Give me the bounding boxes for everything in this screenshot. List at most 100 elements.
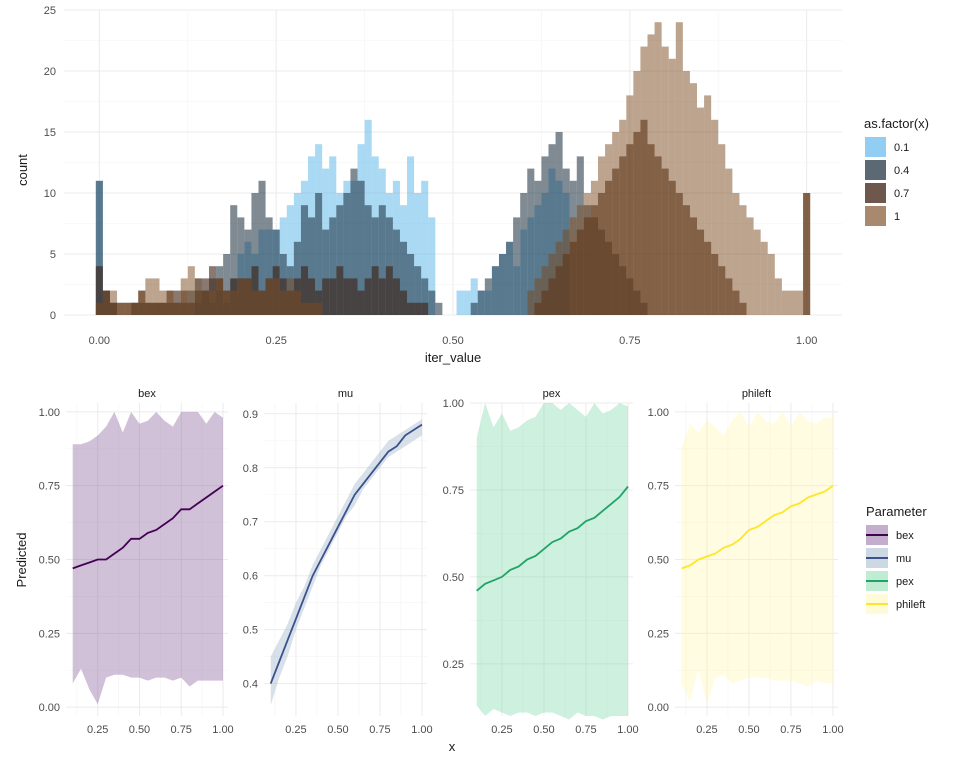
histogram-bar-x-0-1 — [470, 278, 478, 315]
line-phileft — [681, 484, 834, 570]
histogram-bar-x-0-4 — [506, 241, 514, 315]
histogram-bar-x-1 — [576, 205, 584, 315]
histogram-bar-x-1 — [803, 193, 811, 315]
facet-y-tick-label: 0.00 — [648, 702, 669, 714]
histogram-bar-x-1 — [237, 278, 245, 315]
facet-x-tick-label: 0.50 — [327, 724, 348, 736]
histogram-bar-x-1 — [675, 22, 683, 315]
facet-x-tick-label: 1.00 — [212, 724, 233, 736]
histogram-bar-x-0-4 — [329, 217, 337, 315]
histogram-bar-x-1 — [718, 144, 726, 315]
histogram-bar-x-1 — [590, 180, 598, 315]
histogram-bar-x-1 — [244, 278, 252, 315]
histogram-bar-x-1 — [216, 278, 224, 315]
histogram-bar-x-1 — [711, 119, 719, 315]
histogram-bar-x-1 — [293, 290, 301, 315]
histogram-legend-key — [865, 137, 886, 157]
histogram-bar-x-1 — [704, 95, 712, 316]
facet-x-tick-label: 0.25 — [491, 724, 512, 736]
histogram-y-tick-label: 10 — [44, 188, 56, 200]
histogram-legend-label: 0.1 — [894, 142, 909, 154]
line-mu — [269, 423, 423, 684]
facet-y-tick-label: 0.50 — [39, 555, 60, 567]
facet-y-tick-label: 0.7 — [243, 517, 258, 529]
histogram-bar-x-1 — [689, 83, 698, 315]
histogram-bar-x-1 — [697, 107, 705, 315]
facet-bex: bex 0.25 0.50 0.75 1.00 0.00 0.25 0.50 0.75 1.00 — [39, 388, 234, 736]
histogram-legend-title: as.factor(x) — [864, 116, 929, 131]
histogram-bar-x-1 — [251, 290, 259, 315]
parameter-legend-label: pex — [896, 576, 914, 588]
histogram-y-axis-title: count — [15, 154, 30, 186]
histogram-bar-x-1 — [187, 266, 195, 315]
histogram-bar-x-1 — [569, 217, 577, 315]
histogram-bar-x-1 — [583, 193, 591, 315]
histogram-bar-x-0-4 — [251, 193, 259, 315]
histogram-bar-x-0-4 — [428, 290, 436, 315]
parameter-legend-label: mu — [896, 553, 911, 565]
histogram-bar-x-1 — [626, 95, 634, 316]
histogram-bar-x-1 — [661, 46, 669, 315]
histogram-bar-x-1 — [597, 156, 606, 315]
histogram-bar-x-0-4 — [548, 144, 556, 315]
histogram-bar-x-1 — [124, 302, 132, 315]
facet-y-tick-label: 0.5 — [243, 625, 258, 637]
facet-mu: mu 0.25 0.50 0.75 1.00 0.4 0.5 0.6 0.7 0.8 0.9 — [243, 388, 433, 736]
histogram-bar-x-0-7 — [336, 266, 344, 315]
histogram-y-tick-label: 15 — [44, 127, 56, 139]
histogram-y-tick-labels: 0 5 10 15 20 25 — [44, 5, 56, 322]
histogram-bar-x-0-4 — [421, 278, 429, 315]
histogram-bar-x-1 — [138, 290, 146, 315]
histogram-bar-x-1 — [562, 229, 570, 315]
facet-pex: pex 0.25 0.50 0.75 1.00 0.25 0.50 0.75 1.00 — [443, 388, 639, 736]
histogram-bar-x-1 — [739, 205, 747, 315]
histogram-bar-x-0-4 — [520, 193, 528, 315]
histogram-x-tick-labels: 0.00 0.25 0.50 0.75 1.00 — [89, 335, 818, 347]
facet-y-tick-label: 0.50 — [443, 572, 464, 584]
histogram-bar-x-0-7 — [421, 302, 429, 315]
facet-x-tick-label: 0.50 — [129, 724, 150, 736]
facet-x-tick-label: 0.25 — [696, 724, 717, 736]
facet-x-tick-label: 1.00 — [822, 724, 843, 736]
histogram-bar-x-0-4 — [343, 193, 351, 315]
histogram-bar-x-1 — [732, 193, 740, 315]
histogram-bar-x-0-4 — [265, 217, 273, 315]
histogram-bar-x-0-4 — [407, 254, 415, 315]
histogram-bar-x-1 — [746, 217, 754, 315]
histogram-legend-label: 0.7 — [894, 188, 909, 200]
histogram-bar-x-1 — [534, 278, 542, 315]
facet-phileft: phileft 0.25 0.50 0.75 1.00 0.00 0.25 0.50 0.75 1… — [648, 388, 844, 736]
histogram-bar-x-1 — [668, 58, 676, 316]
facet-strip-label: bex — [138, 388, 156, 400]
histogram-bar-x-1 — [223, 290, 231, 315]
histogram-bar-x-1 — [201, 290, 209, 315]
histogram-bar-x-1 — [760, 241, 768, 315]
facet-y-tick-label: 0.8 — [243, 463, 258, 475]
histogram-bar-x-1 — [208, 290, 217, 315]
histogram-bar-x-0-4 — [322, 229, 330, 315]
histogram-bar-x-1 — [194, 278, 202, 315]
facet-y-axis-title: Predicted — [14, 533, 29, 588]
histogram-bar-x-0-4 — [258, 180, 266, 315]
facet-y-tick-label: 0.6 — [243, 571, 258, 583]
histogram-bar-x-1 — [131, 302, 139, 315]
histogram-bar-x-0-4 — [392, 229, 400, 315]
histogram-bar-x-1 — [527, 290, 535, 315]
histogram-bar-x-1 — [647, 34, 655, 316]
histogram-bar-x-1 — [767, 254, 775, 315]
histogram-bar-x-0-4 — [378, 205, 386, 315]
histogram-bar-x-1 — [102, 290, 110, 315]
histogram-bar-x-0-1 — [414, 193, 422, 315]
histogram-bar-x-0-4 — [237, 217, 245, 315]
facet-x-tick-label: 0.25 — [87, 724, 108, 736]
histogram-bar-x-0-7 — [95, 266, 103, 315]
histogram-bar-x-1 — [95, 302, 103, 315]
histogram-x-tick-label: 0.00 — [89, 335, 110, 347]
histogram-bar-x-0-4 — [308, 217, 316, 315]
histogram-bar-x-0-7 — [350, 278, 358, 315]
histogram-bar-x-1 — [166, 290, 174, 315]
histogram-bar-x-0-7 — [322, 278, 330, 315]
histogram-bar-x-1 — [180, 278, 188, 315]
histogram-bar-x-1 — [654, 22, 662, 315]
